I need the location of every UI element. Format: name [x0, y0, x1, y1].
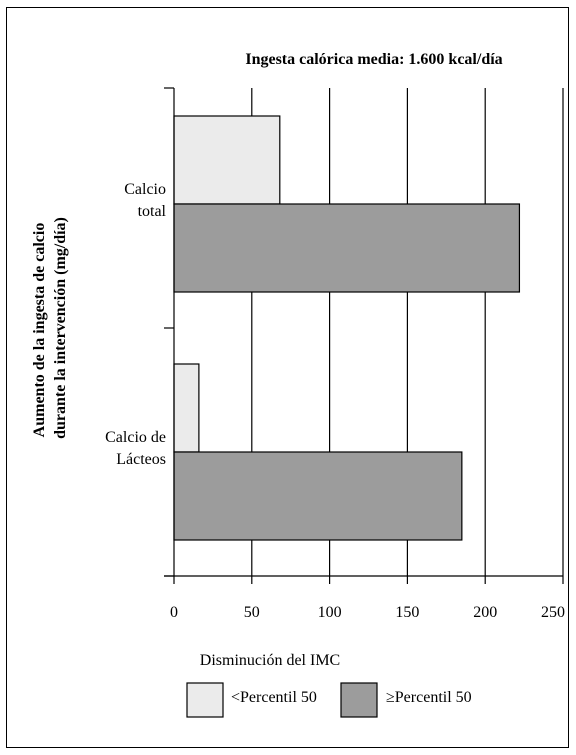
legend-swatch [340, 682, 378, 718]
category-label: total [138, 203, 167, 220]
legend-swatch [186, 682, 224, 718]
x-tick-label: 0 [170, 604, 178, 621]
category-label: Calcio de [105, 429, 166, 446]
x-tick-label: 250 [541, 604, 565, 621]
axes [164, 87, 564, 584]
x-tick-label: 100 [318, 604, 342, 621]
legend-label: ≥Percentil 50 [386, 689, 472, 706]
legend: <Percentil 50 ≥Percentil 50 [186, 682, 472, 718]
category-label: Calcio [124, 181, 166, 198]
bar [173, 203, 521, 293]
x-tick-labels: 0 50 100 150 200 250 [170, 604, 565, 621]
x-tick-label: 200 [473, 604, 497, 621]
y-axis-label: Aumento de la ingesta de calcio durante … [31, 217, 69, 439]
x-axis-label: Disminución del IMC [200, 652, 340, 669]
category-label: Lácteos [116, 451, 166, 468]
y-axis-label-line-1: Aumento de la ingesta de calcio [31, 223, 48, 438]
bars [173, 115, 521, 541]
x-tick-label: 150 [395, 604, 419, 621]
category-labels: Calcio total Calcio de Lácteos [105, 181, 166, 468]
legend-label: <Percentil 50 [231, 689, 317, 706]
bar [173, 363, 200, 453]
x-tick-label: 50 [244, 604, 260, 621]
bar [173, 451, 463, 541]
y-axis-label-line-2: durante la intervención (mg/día) [52, 217, 69, 439]
bar [173, 115, 281, 205]
chart-frame [6, 7, 569, 748]
chart-title: Ingesta calórica media: 1.600 kcal/día [245, 51, 502, 68]
